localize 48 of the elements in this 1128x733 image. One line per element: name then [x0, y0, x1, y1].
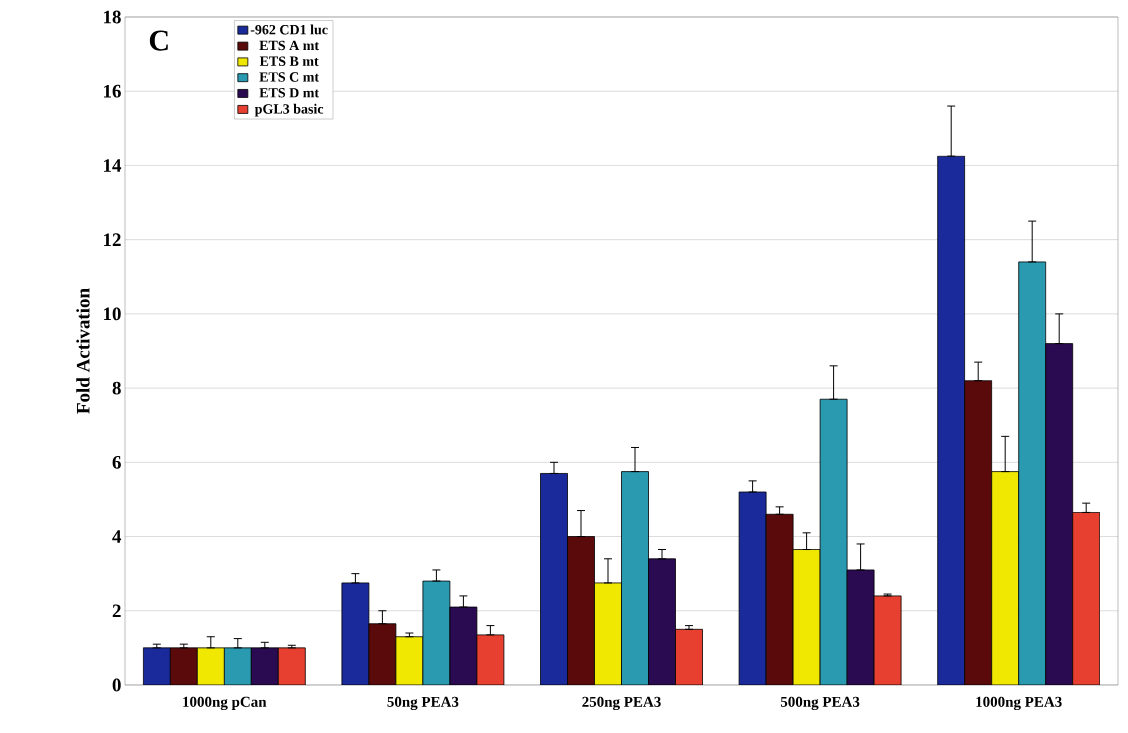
- bar: [621, 471, 649, 685]
- bar: [819, 398, 848, 685]
- y-tick-label: 14: [104, 159, 122, 172]
- bar: [169, 647, 198, 685]
- bar: [594, 582, 622, 685]
- legend-label: ETS D mt: [259, 88, 319, 98]
- y-tick-label: 0: [112, 678, 121, 692]
- y-tick-label: 6: [112, 455, 121, 469]
- bar: [277, 647, 306, 685]
- bar: [567, 536, 595, 685]
- bar: [1045, 343, 1074, 685]
- bar: [250, 647, 279, 685]
- bar: [964, 380, 993, 685]
- bar: [196, 647, 225, 685]
- legend-label: pGL3 basic: [254, 103, 324, 117]
- bar: [648, 558, 676, 685]
- legend-label: ETS B mt: [259, 56, 319, 66]
- x-tick-label: 500ng PEA3: [780, 696, 860, 711]
- bar: [765, 513, 794, 685]
- legend-label: ETS A mt: [259, 40, 319, 51]
- bar: [395, 636, 423, 685]
- y-tick-label: 10: [104, 307, 121, 321]
- bar: [675, 628, 703, 685]
- bar: [1072, 512, 1101, 685]
- y-tick-label: 18: [104, 10, 121, 24]
- legend-label: ETS C mt: [259, 72, 319, 82]
- bar: [792, 549, 821, 685]
- y-tick-label: 4: [112, 530, 122, 543]
- y-tick-label: 16: [104, 84, 121, 98]
- bar: [476, 634, 504, 685]
- x-tick-label: 1000ng PEA3: [976, 696, 1062, 711]
- legend-label: -962 CD1 luc: [250, 24, 328, 35]
- y-axis-title: Fold Activation: [76, 288, 90, 414]
- y-tick-label: 12: [104, 233, 121, 246]
- annotation: C: [149, 30, 168, 51]
- x-tick-label: 250ng PEA3: [582, 696, 661, 711]
- bar: [223, 647, 252, 685]
- bar: [1018, 261, 1047, 685]
- bar: [449, 607, 477, 685]
- y-tick-label: 8: [112, 381, 121, 395]
- x-tick-label: 1000ng pCan: [183, 696, 267, 711]
- y-tick-label: 2: [112, 604, 121, 618]
- x-tick-label: 50ng PEA3: [387, 696, 459, 711]
- bar: [991, 471, 1020, 685]
- bar: [846, 569, 875, 685]
- bar: [873, 595, 902, 685]
- bar: [422, 581, 450, 685]
- bar: [368, 623, 396, 685]
